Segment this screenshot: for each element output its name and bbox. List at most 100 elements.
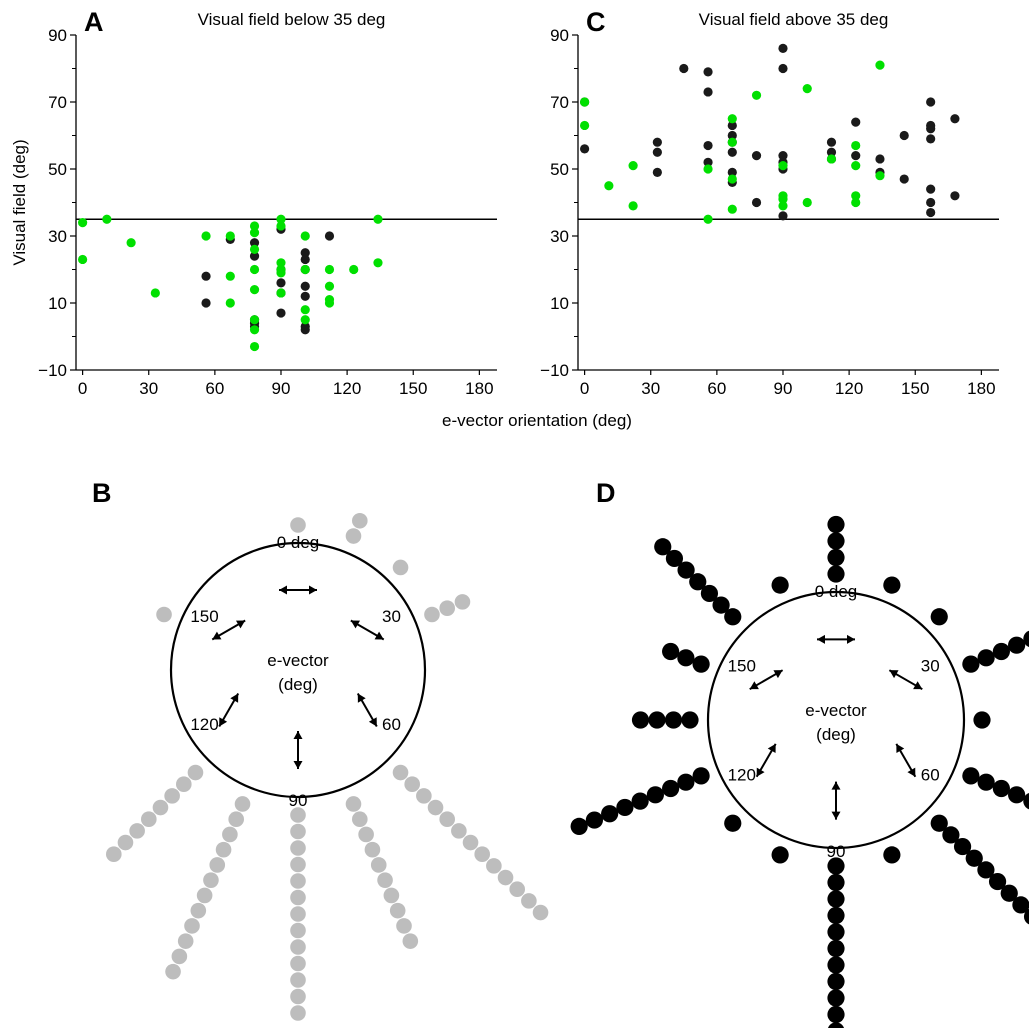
orientation-dot: [977, 773, 995, 791]
data-point: [826, 137, 837, 147]
data-point: [276, 308, 286, 318]
orientation-dot: [631, 711, 650, 729]
orientation-dot: [665, 549, 684, 568]
x-tick-label: 180: [967, 379, 995, 398]
orientation-dot: [290, 889, 306, 906]
orientation-dot: [392, 764, 409, 781]
data-point: [778, 201, 788, 211]
orientation-dot: [290, 988, 306, 1005]
orientation-dot: [827, 532, 845, 550]
data-point: [727, 167, 737, 177]
data-point: [875, 171, 885, 181]
orientation-dot: [883, 576, 901, 594]
data-point: [778, 151, 788, 161]
e-vector-arrowhead: [756, 767, 765, 777]
data-point: [276, 268, 286, 278]
orientation-dot: [883, 846, 901, 864]
data-point: [926, 124, 936, 134]
data-point: [225, 298, 235, 308]
data-point: [300, 264, 310, 275]
orientation-dot: [222, 826, 238, 843]
data-point: [249, 264, 260, 275]
data-point: [778, 211, 788, 221]
y-tick-label: 30: [550, 227, 569, 246]
orientation-dot: [532, 904, 549, 921]
orientation-dot: [352, 811, 368, 828]
orientation-dot: [677, 561, 695, 579]
y-tick-label: 50: [48, 160, 67, 179]
e-vector-arrowhead: [212, 631, 222, 640]
orientation-dot: [1023, 908, 1029, 925]
data-point: [751, 90, 762, 100]
orientation-dot: [992, 642, 1010, 661]
data-point: [300, 325, 310, 335]
orientation-label: 90: [827, 842, 846, 861]
y-tick-label: 90: [48, 26, 67, 45]
data-point: [580, 97, 590, 107]
orientation-dot: [1012, 896, 1029, 914]
x-tick-label: 60: [707, 379, 726, 398]
orientation-dot: [662, 779, 680, 798]
orientation-dot: [439, 600, 456, 616]
orientation-circle: [706, 590, 966, 850]
data-point: [727, 120, 737, 131]
orientation-dot: [427, 799, 444, 816]
e-vector-arrowhead: [889, 670, 899, 679]
orientation-dot: [345, 528, 362, 544]
orientation-dot: [827, 1005, 845, 1024]
data-point: [300, 254, 310, 265]
orientation-dot: [396, 918, 412, 934]
orientation-label: 60: [921, 765, 940, 784]
data-point: [802, 84, 812, 94]
orientation-dot: [290, 517, 306, 533]
orientation-dot: [117, 834, 134, 851]
orientation-dot: [290, 840, 306, 856]
orientation-dot: [290, 823, 306, 840]
y-axis-title: Visual field (deg): [10, 139, 29, 265]
data-point: [778, 63, 788, 74]
orientation-dot: [497, 869, 514, 886]
data-point: [373, 214, 383, 224]
orientation-dot: [700, 584, 719, 603]
orientation-dot: [290, 1005, 306, 1021]
orientation-dot: [962, 655, 980, 673]
data-point: [851, 197, 861, 208]
orientation-dot: [383, 887, 400, 904]
orientation-dot: [942, 826, 960, 844]
data-point: [826, 147, 837, 157]
orientation-dot: [290, 807, 306, 823]
orientation-dot: [677, 773, 695, 791]
orientation-dot: [992, 779, 1010, 798]
orientation-dot: [228, 811, 244, 828]
e-vector-arrowhead: [230, 693, 239, 703]
orientation-dot: [190, 902, 207, 919]
orientation-dot: [203, 872, 219, 888]
orientation-dot: [827, 906, 845, 925]
data-point: [652, 137, 662, 147]
orientation-dot: [1008, 786, 1026, 804]
data-point: [225, 271, 235, 281]
data-point: [604, 181, 614, 191]
data-point: [703, 67, 713, 77]
orientation-dot: [177, 933, 194, 949]
orientation-dot: [724, 608, 742, 626]
orientation-dot: [215, 841, 232, 858]
data-point: [628, 201, 638, 211]
data-point: [628, 161, 638, 171]
center-label-line1: e-vector: [805, 701, 867, 720]
data-point: [249, 238, 260, 248]
data-point: [249, 325, 260, 335]
center-label-line1: e-vector: [267, 651, 329, 670]
data-point: [727, 174, 737, 184]
orientation-dot: [692, 655, 710, 673]
data-point: [926, 134, 936, 144]
orientation-label: 30: [921, 657, 940, 676]
e-vector-arrowhead: [773, 670, 783, 679]
orientation-dot: [585, 811, 604, 829]
panel-label: C: [586, 7, 606, 37]
orientation-dot: [364, 841, 381, 858]
data-point: [300, 315, 310, 325]
orientation-dot: [290, 955, 306, 972]
data-point: [150, 288, 160, 298]
